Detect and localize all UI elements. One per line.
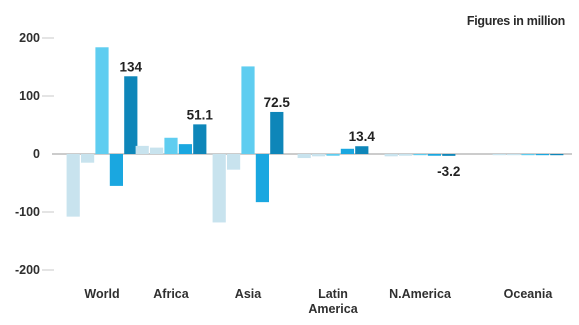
bar bbox=[340, 148, 354, 154]
y-tick-label: -200 bbox=[15, 263, 40, 277]
bar bbox=[550, 154, 564, 156]
bar bbox=[270, 111, 284, 154]
bar bbox=[427, 154, 441, 156]
bar bbox=[81, 154, 95, 163]
bar bbox=[355, 146, 369, 154]
category-label: N.America bbox=[389, 287, 452, 301]
bar bbox=[413, 154, 427, 156]
data-label: 51.1 bbox=[187, 107, 214, 122]
y-tick-label: -100 bbox=[15, 205, 40, 219]
bar bbox=[255, 154, 269, 203]
category-label: Oceania bbox=[504, 287, 554, 301]
y-tick-label: 200 bbox=[19, 31, 40, 45]
bar bbox=[521, 154, 535, 156]
bar bbox=[150, 147, 164, 154]
bar bbox=[384, 154, 398, 157]
bar bbox=[492, 154, 506, 156]
bar bbox=[193, 124, 207, 154]
bar bbox=[312, 154, 326, 157]
bar bbox=[164, 137, 178, 154]
bar bbox=[178, 144, 192, 154]
bar bbox=[212, 154, 226, 223]
bar bbox=[399, 154, 413, 156]
bar bbox=[227, 154, 241, 170]
bar bbox=[95, 47, 109, 154]
y-tick-label: 0 bbox=[33, 147, 40, 161]
category-label: Asia bbox=[235, 287, 262, 301]
bar bbox=[326, 154, 340, 156]
data-label: 134 bbox=[120, 59, 143, 74]
bar bbox=[135, 145, 149, 154]
category-label: World bbox=[84, 287, 119, 301]
bar bbox=[442, 154, 456, 156]
bar bbox=[109, 154, 123, 186]
unit-note: Figures in million bbox=[466, 14, 565, 28]
y-tick-label: 100 bbox=[19, 89, 40, 103]
bar bbox=[507, 154, 521, 156]
bar bbox=[297, 154, 311, 159]
bar bbox=[66, 154, 80, 217]
data-label: 13.4 bbox=[349, 129, 376, 144]
bar bbox=[241, 66, 255, 154]
data-label: -3.2 bbox=[437, 164, 460, 179]
category-label: America bbox=[308, 302, 358, 316]
category-label: Africa bbox=[153, 287, 189, 301]
bar bbox=[535, 154, 549, 156]
bar bbox=[124, 76, 138, 154]
data-label: 72.5 bbox=[264, 95, 291, 110]
category-label: Latin bbox=[318, 287, 348, 301]
